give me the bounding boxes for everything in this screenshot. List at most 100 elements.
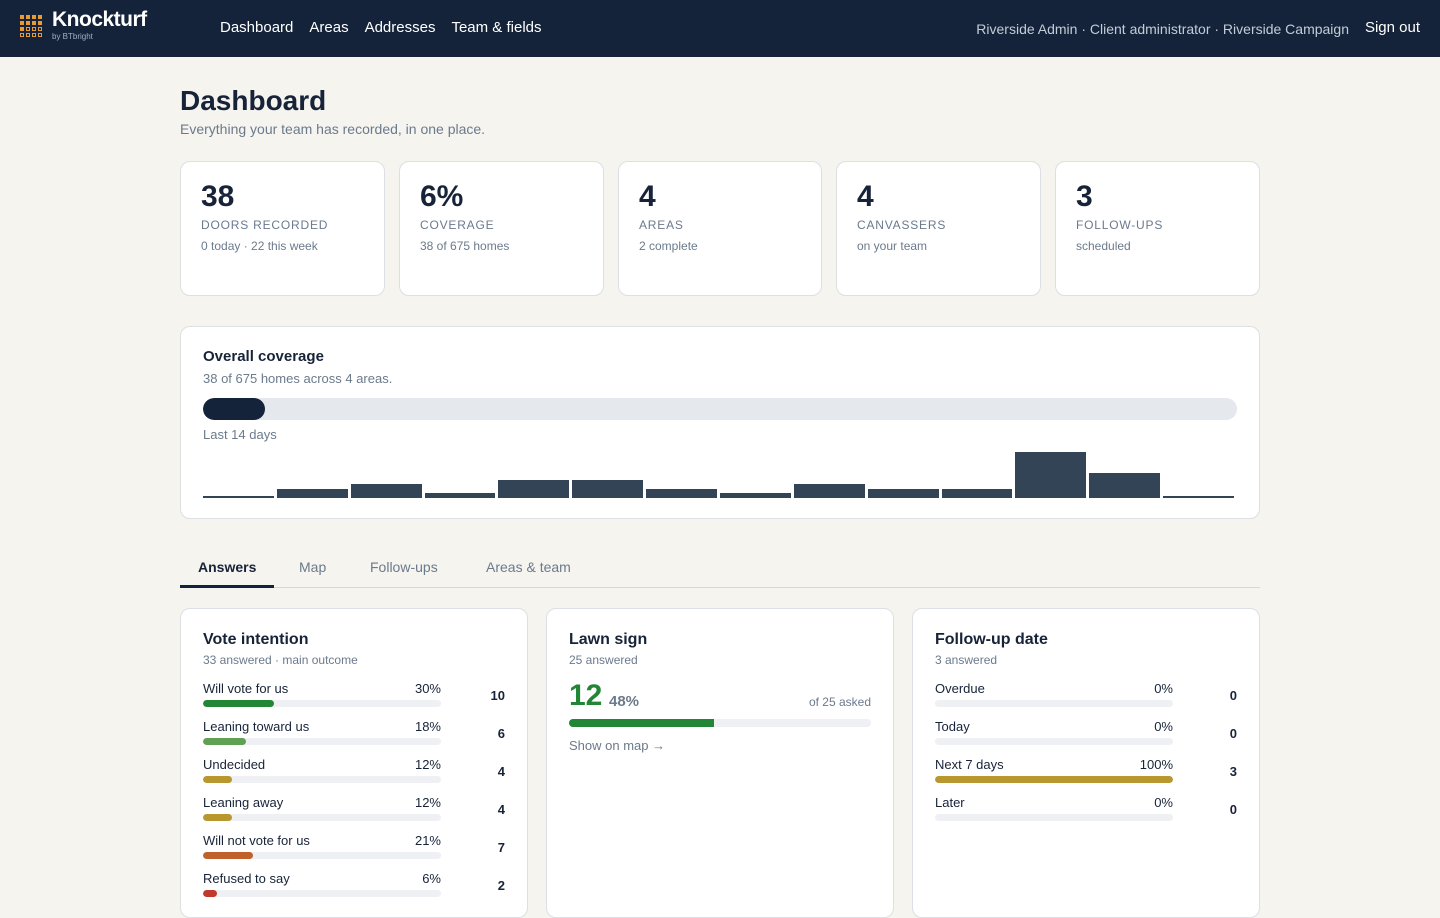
lawn-sign-card: Lawn sign 25 answered 12 48% of 25 asked… [546, 608, 894, 918]
answer-label: Undecided [203, 757, 266, 772]
stat-value: 4 [639, 180, 656, 213]
answer-bar-fill [203, 814, 232, 821]
tab-areas-team[interactable]: Areas & team [486, 559, 571, 575]
nav-dashboard[interactable]: Dashboard [220, 19, 294, 36]
answer-bar [203, 700, 441, 707]
answer-bar [935, 738, 1173, 745]
answer-bar-fill [935, 776, 1173, 783]
answer-percent: 0% [1154, 795, 1173, 810]
answer-label: Will vote for us [203, 681, 289, 696]
answer-row: Next 7 days 100% 3 [935, 757, 1240, 787]
answer-label: Will not vote for us [203, 833, 310, 848]
vote-intention-card: Vote intention 33 answered · main outcom… [180, 608, 528, 918]
nav-areas[interactable]: Areas [309, 19, 349, 36]
tab-map[interactable]: Map [299, 559, 327, 575]
stat-card-doors: 38 Doors recorded 0 today · 22 this week [180, 161, 385, 296]
brand-name[interactable]: Knockturf [52, 8, 147, 31]
lawn-sign-percent: 48% [609, 693, 640, 710]
answer-percent: 30% [414, 681, 441, 696]
answer-label: Later [935, 795, 965, 810]
answer-bar-fill [203, 700, 275, 707]
daily-count-bar [793, 484, 865, 498]
answer-count: 3 [1229, 764, 1237, 779]
stat-sub: 38 of 675 homes [420, 239, 510, 253]
stat-card-follow-ups: 3 Follow-ups scheduled [1055, 161, 1260, 296]
lawn-sign-progress-bar [569, 719, 871, 727]
tab-answers[interactable]: Answers [198, 559, 257, 575]
answer-bar [203, 890, 441, 897]
stat-sub: on your team [857, 239, 928, 253]
page-title: Dashboard [180, 85, 327, 116]
daily-activity-chart [203, 442, 1237, 498]
panel-subtitle: 33 answered · main outcome [203, 653, 358, 667]
answer-label: Overdue [935, 681, 985, 696]
answer-bar [935, 700, 1173, 707]
answer-count: 2 [497, 878, 505, 893]
answer-count: 0 [1229, 802, 1237, 817]
dashboard-tabs: Answers Map Follow-ups Areas & team [180, 548, 1260, 588]
sign-out-button[interactable]: Sign out [1364, 19, 1420, 36]
knockturf-logo-icon[interactable] [20, 15, 42, 37]
coverage-title: Overall coverage [203, 348, 324, 365]
page-subtitle: Everything your team has recorded, in on… [180, 121, 486, 137]
stat-card-canvassers: 4 Canvassers on your team [836, 161, 1041, 296]
stat-label: Follow-ups [1076, 218, 1164, 232]
answer-percent: 21% [414, 833, 441, 848]
lawn-sign-asked: of 25 asked [808, 695, 871, 709]
stat-sub: 0 today · 22 this week [201, 239, 318, 253]
answer-percent: 0% [1154, 681, 1173, 696]
stat-value: 38 [201, 180, 235, 213]
answer-percent: 100% [1139, 757, 1173, 772]
daily-count-bar [498, 479, 570, 498]
nav-team-fields[interactable]: Team & fields [451, 19, 542, 36]
answer-label: Leaning toward us [203, 719, 310, 734]
stat-card-coverage: 6% Coverage 38 of 675 homes [399, 161, 604, 296]
answer-row: Leaning away 12% 4 [203, 795, 508, 825]
stat-value: 4 [857, 180, 874, 213]
answer-count: 0 [1229, 726, 1237, 741]
tab-follow-ups[interactable]: Follow-ups [370, 559, 438, 575]
daily-count-bar [203, 495, 274, 498]
answer-count: 4 [497, 764, 505, 779]
answer-count: 0 [1229, 688, 1237, 703]
daily-count-bar [276, 488, 348, 498]
coverage-progress-fill [203, 398, 266, 420]
answer-percent: 12% [414, 795, 441, 810]
answer-count: 4 [497, 802, 505, 817]
answer-bar [203, 776, 441, 783]
answer-row: Today 0% 0 [935, 719, 1240, 749]
answer-bar [935, 814, 1173, 821]
daily-count-bar [424, 493, 496, 498]
coverage-subtitle: 38 of 675 homes across 4 areas. [203, 371, 393, 386]
nav-addresses[interactable]: Addresses [364, 19, 436, 36]
top-bar: Knockturf by BTbright Dashboard Areas Ad… [0, 0, 1440, 57]
lawn-sign-progress-fill [569, 719, 714, 727]
answer-row: Overdue 0% 0 [935, 681, 1240, 711]
answer-row: Leaning toward us 18% 6 [203, 719, 508, 749]
stat-label: Areas [639, 218, 684, 232]
daily-count-bar [646, 488, 717, 498]
answer-percent: 12% [414, 757, 441, 772]
panel-title: Follow-up date [935, 631, 1048, 648]
answer-label: Next 7 days [935, 757, 1004, 772]
answer-row: Will not vote for us 21% 7 [203, 833, 508, 863]
stat-sub: scheduled [1076, 239, 1131, 253]
panel-subtitle: 3 answered [935, 653, 998, 667]
lawn-sign-count: 12 [569, 679, 603, 712]
answer-bar-fill [203, 852, 253, 859]
answer-percent: 6% [422, 871, 441, 886]
show-on-map-link[interactable]: Show on map → [569, 738, 666, 753]
daily-count-bar [350, 484, 422, 498]
answer-label: Leaning away [203, 795, 284, 810]
answer-count: 7 [497, 840, 505, 855]
answer-count: 10 [490, 688, 505, 703]
stat-value: 3 [1076, 180, 1093, 213]
daily-count-bar [720, 493, 791, 498]
answer-row: Will vote for us 30% 10 [203, 681, 508, 711]
answer-label: Refused to say [203, 871, 290, 886]
panel-subtitle: 25 answered [569, 653, 638, 667]
daily-count-bar [1163, 495, 1234, 498]
panel-title: Lawn sign [569, 631, 648, 648]
daily-count-bar [867, 488, 939, 498]
panel-title: Vote intention [203, 631, 309, 648]
